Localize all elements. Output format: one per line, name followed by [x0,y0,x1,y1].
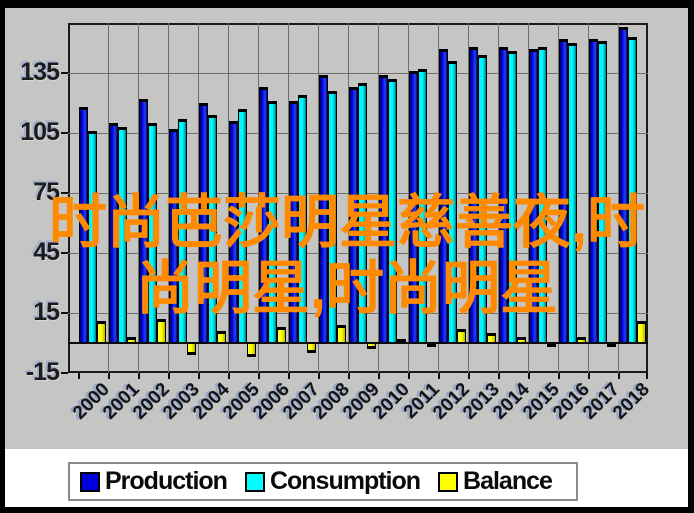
x-axis-tick [438,373,440,379]
plot-area [68,23,648,373]
vgridline [588,23,589,373]
bar-balance-2018 [637,321,646,343]
y-axis-tick [61,372,68,374]
x-axis-tick [78,373,80,379]
legend-swatch-consumption [244,471,265,492]
vgridline [288,23,289,373]
watermark-line2: 尚明星,时尚明星 [135,256,559,321]
watermark-line1: 时尚芭莎明星慈善夜,时 [48,190,646,255]
bar-balance-2008 [337,325,346,343]
x-axis-tick [408,373,410,379]
y-axis-label-105: 105 [20,118,60,146]
vgridline [558,23,559,373]
x-axis-tick [618,373,620,379]
legend-label: Consumption [269,467,421,495]
y-axis-label-15: 15 [33,298,60,326]
legend-item-production: Production [80,467,228,496]
zero-axis-line [68,342,648,344]
x-axis-tick [288,373,290,379]
y-axis-tick [61,192,68,194]
vgridline [408,23,409,373]
bar-balance-2012 [457,329,466,343]
y-axis-label--15: -15 [25,358,60,386]
legend-label: Production [105,467,228,495]
vgridline [168,23,169,373]
vgridline [318,23,319,373]
x-axis-tick [378,373,380,379]
legend-item-balance: Balance [438,467,553,496]
vgridline [468,23,469,373]
bar-balance-2002 [157,319,166,343]
legend-label: Balance [463,467,553,495]
x-axis-tick [588,373,590,379]
y-axis-tick [61,72,68,74]
x-axis-tick [258,373,260,379]
vgridline [498,23,499,373]
bar-balance-2003 [187,343,196,355]
x-axis-tick [646,373,648,379]
vgridline [138,23,139,373]
legend-item-consumption: Consumption [244,467,421,496]
bar-balance-2006 [277,327,286,343]
x-axis-tick [228,373,230,379]
vgridline [198,23,199,373]
watermark-text: 时尚芭莎明星慈善夜,时 尚明星,时尚明星 [0,190,694,322]
y-axis-label-75: 75 [33,178,60,206]
x-axis-tick [558,373,560,379]
vgridline [528,23,529,373]
bar-balance-2007 [307,343,316,353]
x-axis-tick [138,373,140,379]
x-axis-tick [318,373,320,379]
x-axis-tick [528,373,530,379]
vgridline [438,23,439,373]
y-axis-label-135: 135 [20,58,60,86]
vgridline [348,23,349,373]
legend-swatch-balance [438,471,459,492]
bar-balance-2005 [247,343,256,357]
bar-balance-2000 [97,321,106,343]
vgridline [258,23,259,373]
y-axis-label-45: 45 [33,238,60,266]
x-axis-tick [168,373,170,379]
legend: Production Consumption Balance [68,462,578,501]
vgridline [618,23,619,373]
x-axis-tick [498,373,500,379]
y-axis-tick [61,312,68,314]
hgridline-135 [68,73,648,74]
vgridline [228,23,229,373]
x-axis-tick [348,373,350,379]
x-axis-tick [108,373,110,379]
vgridline [108,23,109,373]
y-axis-tick [61,252,68,254]
x-axis-tick [468,373,470,379]
legend-swatch-production [80,471,100,492]
x-axis-tick [198,373,200,379]
y-axis-tick [61,132,68,134]
vgridline [378,23,379,373]
